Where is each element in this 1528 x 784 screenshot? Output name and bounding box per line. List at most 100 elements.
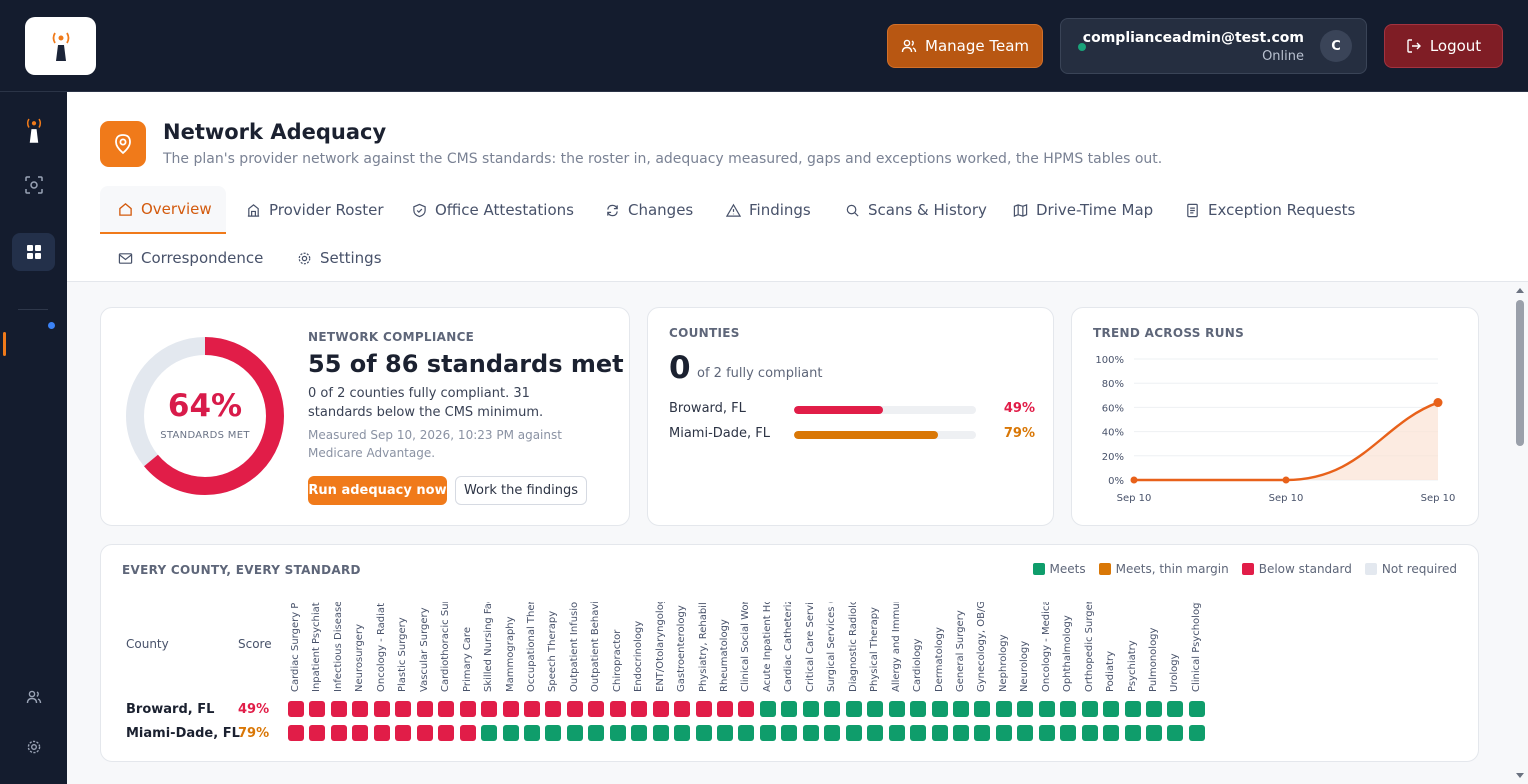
matrix-cell[interactable] xyxy=(1167,701,1184,717)
matrix-cell[interactable] xyxy=(1060,725,1077,741)
matrix-cell[interactable] xyxy=(845,701,862,717)
matrix-cell[interactable] xyxy=(631,701,648,717)
matrix-cell[interactable] xyxy=(481,725,498,741)
tab-findings[interactable]: Findings xyxy=(726,186,811,234)
matrix-cell[interactable] xyxy=(1038,701,1055,717)
matrix-cell[interactable] xyxy=(931,725,948,741)
matrix-cell[interactable] xyxy=(609,725,626,741)
matrix-cell[interactable] xyxy=(523,725,540,741)
matrix-cell[interactable] xyxy=(395,725,412,741)
matrix-cell[interactable] xyxy=(1124,725,1141,741)
matrix-cell[interactable] xyxy=(481,701,498,717)
manage-team-button[interactable]: Manage Team xyxy=(887,24,1043,68)
matrix-cell[interactable] xyxy=(781,725,798,741)
tab-provider-roster[interactable]: Provider Roster xyxy=(246,186,384,234)
tab-exception-requests[interactable]: Exception Requests xyxy=(1185,186,1355,234)
tab-correspondence[interactable]: Correspondence xyxy=(118,234,263,282)
matrix-cell[interactable] xyxy=(330,701,347,717)
matrix-cell[interactable] xyxy=(416,725,433,741)
tab-changes[interactable]: Changes xyxy=(605,186,693,234)
matrix-cell[interactable] xyxy=(1017,725,1034,741)
matrix-cell[interactable] xyxy=(802,725,819,741)
matrix-cell[interactable] xyxy=(309,725,326,741)
matrix-cell[interactable] xyxy=(459,725,476,741)
matrix-cell[interactable] xyxy=(523,701,540,717)
matrix-cell[interactable] xyxy=(373,725,390,741)
matrix-cell[interactable] xyxy=(631,725,648,741)
rail-users[interactable] xyxy=(12,678,55,716)
matrix-cell[interactable] xyxy=(566,701,583,717)
matrix-cell[interactable] xyxy=(502,701,519,717)
tab-office-attestations[interactable]: Office Attestations xyxy=(412,186,574,234)
matrix-cell[interactable] xyxy=(952,701,969,717)
page-scrollbar[interactable] xyxy=(1514,284,1526,784)
matrix-cell[interactable] xyxy=(1017,701,1034,717)
matrix-cell[interactable] xyxy=(1146,725,1162,741)
logout-button[interactable]: Logout xyxy=(1384,24,1503,68)
matrix-cell[interactable] xyxy=(695,701,712,717)
matrix-cell[interactable] xyxy=(781,701,798,717)
matrix-cell[interactable] xyxy=(1124,701,1141,717)
matrix-cell[interactable] xyxy=(759,725,776,741)
matrix-cell[interactable] xyxy=(288,725,304,741)
tab-drive-time-map[interactable]: Drive-Time Map xyxy=(1013,186,1153,234)
rail-settings[interactable] xyxy=(12,728,55,766)
matrix-cell[interactable] xyxy=(674,701,691,717)
tab-scans-history[interactable]: Scans & History xyxy=(845,186,987,234)
matrix-cell[interactable] xyxy=(395,701,412,717)
matrix-cell[interactable] xyxy=(1081,725,1098,741)
rail-scan[interactable] xyxy=(12,166,55,204)
matrix-cell[interactable] xyxy=(802,701,819,717)
matrix-cell[interactable] xyxy=(717,701,733,717)
matrix-cell[interactable] xyxy=(1103,701,1120,717)
matrix-cell[interactable] xyxy=(1188,725,1205,741)
matrix-cell[interactable] xyxy=(695,725,712,741)
matrix-cell[interactable] xyxy=(352,701,369,717)
tab-overview[interactable]: Overview xyxy=(100,186,226,234)
matrix-cell[interactable] xyxy=(910,701,927,717)
matrix-cell[interactable] xyxy=(1146,701,1162,717)
run-adequacy-button[interactable]: Run adequacy now xyxy=(308,476,447,505)
matrix-cell[interactable] xyxy=(1081,701,1098,717)
matrix-cell[interactable] xyxy=(1060,701,1077,717)
rail-dashboard[interactable] xyxy=(12,233,55,271)
matrix-cell[interactable] xyxy=(502,725,519,741)
avatar[interactable]: C xyxy=(1320,30,1352,62)
matrix-cell[interactable] xyxy=(931,701,948,717)
matrix-cell[interactable] xyxy=(545,725,562,741)
matrix-cell[interactable] xyxy=(952,725,969,741)
work-findings-button[interactable]: Work the findings xyxy=(455,476,587,505)
matrix-cell[interactable] xyxy=(438,725,455,741)
matrix-cell[interactable] xyxy=(995,725,1012,741)
matrix-cell[interactable] xyxy=(416,701,433,717)
matrix-cell[interactable] xyxy=(974,701,991,717)
matrix-cell[interactable] xyxy=(1188,701,1205,717)
matrix-cell[interactable] xyxy=(309,701,326,717)
matrix-cell[interactable] xyxy=(652,701,669,717)
matrix-cell[interactable] xyxy=(824,725,841,741)
matrix-cell[interactable] xyxy=(330,725,347,741)
matrix-cell[interactable] xyxy=(910,725,927,741)
app-logo[interactable] xyxy=(25,17,96,75)
matrix-cell[interactable] xyxy=(588,725,605,741)
matrix-cell[interactable] xyxy=(974,725,991,741)
matrix-cell[interactable] xyxy=(888,701,905,717)
matrix-cell[interactable] xyxy=(1038,725,1055,741)
matrix-cell[interactable] xyxy=(717,725,733,741)
rail-home-logo[interactable] xyxy=(12,111,55,149)
user-profile-card[interactable]: complianceadmin@test.com Online C xyxy=(1060,18,1367,74)
matrix-cell[interactable] xyxy=(759,701,776,717)
matrix-cell[interactable] xyxy=(867,701,884,717)
matrix-cell[interactable] xyxy=(566,725,583,741)
matrix-cell[interactable] xyxy=(459,701,476,717)
matrix-cell[interactable] xyxy=(888,725,905,741)
matrix-cell[interactable] xyxy=(674,725,691,741)
matrix-cell[interactable] xyxy=(738,701,755,717)
matrix-cell[interactable] xyxy=(1103,725,1120,741)
matrix-cell[interactable] xyxy=(824,701,841,717)
tab-settings[interactable]: Settings xyxy=(297,234,382,282)
matrix-cell[interactable] xyxy=(867,725,884,741)
matrix-cell[interactable] xyxy=(588,701,605,717)
matrix-cell[interactable] xyxy=(288,701,304,717)
scrollbar-thumb[interactable] xyxy=(1516,300,1524,446)
